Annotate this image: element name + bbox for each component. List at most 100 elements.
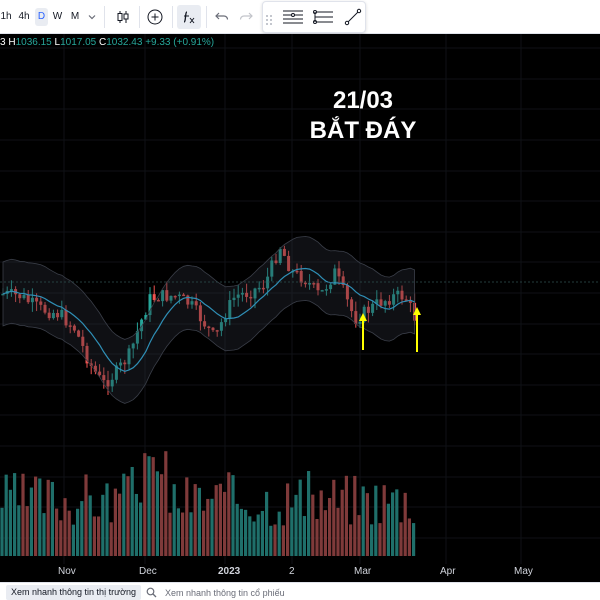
volume-bar — [105, 483, 109, 556]
volume-bar — [4, 474, 8, 556]
volume-bar — [126, 476, 130, 556]
volume-bar — [130, 466, 134, 556]
timeframe-m[interactable]: M — [70, 11, 80, 22]
volume-bar — [298, 479, 302, 556]
candle-body — [295, 270, 299, 273]
candlestick-chart-type-icon[interactable] — [111, 5, 135, 29]
candle-body — [261, 287, 265, 290]
time-axis[interactable]: Nov Dec 2023 2 Mar Apr May — [0, 566, 600, 580]
candle-body — [333, 268, 337, 285]
candle-body — [341, 276, 345, 286]
candle-body — [152, 294, 156, 300]
drag-handle-icon[interactable] — [266, 12, 272, 30]
candle-body — [299, 270, 303, 283]
candle-body — [98, 371, 102, 376]
indicators-fx-icon[interactable] — [177, 5, 201, 29]
volume-bar — [113, 488, 117, 556]
undo-icon[interactable] — [210, 5, 234, 29]
candle-body — [308, 283, 312, 285]
volume-bar — [147, 456, 151, 556]
volume-bar — [336, 507, 340, 556]
candle-body — [131, 343, 135, 349]
trend-line-tool-icon[interactable] — [341, 5, 365, 29]
legend-high-value: 1036.15 — [15, 37, 52, 48]
volume-bar — [248, 516, 252, 556]
add-indicator-plus-icon[interactable] — [143, 5, 167, 29]
volume-bar — [273, 524, 277, 556]
horizontal-lines-tool-icon[interactable] — [281, 5, 305, 29]
candle-body — [35, 297, 39, 302]
bottom-arrow-head — [413, 307, 421, 315]
candle-body — [56, 313, 60, 318]
volume-bar — [67, 510, 71, 556]
candle-body — [119, 362, 123, 366]
volume-bar — [269, 525, 273, 556]
timeframe-dropdown-chevron-icon[interactable] — [84, 5, 100, 29]
candle-body — [245, 292, 249, 297]
annotation-label: BẮT ĐÁY — [309, 117, 417, 144]
candle-body — [362, 306, 366, 322]
volume-bar — [374, 485, 378, 556]
volume-bar — [244, 509, 248, 556]
volume-bar — [134, 493, 138, 556]
volume-bar — [97, 516, 101, 556]
fib-retracement-tool-icon[interactable] — [311, 5, 335, 29]
candle-body — [266, 276, 270, 289]
candle-body — [194, 301, 198, 306]
volume-bar — [357, 515, 361, 556]
candle-body — [198, 305, 202, 322]
candle-body — [89, 363, 93, 366]
candle-body — [165, 290, 169, 301]
candle-body — [404, 299, 408, 301]
volume-bar — [155, 471, 159, 556]
timeframe-d[interactable]: D — [35, 8, 48, 26]
candle-body — [177, 294, 181, 297]
volume-bar — [25, 506, 29, 556]
candle-body — [219, 322, 223, 331]
redo-icon[interactable] — [234, 5, 258, 29]
timeframe-w[interactable]: W — [52, 11, 63, 22]
candle-body — [366, 306, 370, 313]
candle-body — [371, 303, 375, 313]
candle-body — [303, 282, 307, 285]
candle-body — [85, 345, 89, 364]
volume-bar — [185, 477, 189, 556]
timeframe-1h[interactable]: 1h — [0, 11, 12, 22]
candle-body — [236, 294, 240, 298]
stock-search-field[interactable]: Xem nhanh thông tin cổ phiếu — [146, 585, 285, 600]
candle-body — [274, 260, 278, 264]
candle-body — [203, 321, 207, 327]
candle-body — [161, 290, 165, 302]
price-chart[interactable]: 3 H1036.15 L1017.05 C1032.43 +9.33 (+0.9… — [0, 34, 600, 582]
candle-body — [148, 294, 152, 316]
candle-body — [379, 299, 383, 306]
volume-bar — [235, 503, 239, 556]
volume-bar — [210, 498, 214, 556]
candle-body — [123, 362, 127, 365]
chart-canvas[interactable] — [0, 34, 600, 582]
market-overview-button[interactable]: Xem nhanh thông tin thị trường — [6, 585, 142, 600]
annotation-text: 21/03 BẮT ĐÁY — [296, 86, 430, 146]
candle-body — [324, 289, 328, 291]
candle-body — [182, 294, 186, 297]
legend-low-label: L — [54, 37, 61, 48]
volume-bar — [139, 502, 143, 556]
volume-bar — [206, 498, 210, 556]
volume-bar — [256, 514, 260, 556]
volume-bar — [42, 513, 46, 556]
candle-body — [64, 309, 68, 326]
volume-bar — [231, 475, 235, 556]
bottom-arrow-head — [359, 313, 367, 321]
timeframe-4h[interactable]: 4h — [18, 11, 30, 22]
candle-body — [215, 330, 219, 332]
candle-body — [22, 294, 26, 299]
volume-bar — [277, 511, 281, 556]
candle-body — [350, 299, 354, 312]
volume-bar — [361, 486, 365, 556]
volume-bar — [109, 522, 113, 556]
volume-bar — [340, 489, 344, 556]
volume-bar — [193, 484, 197, 556]
volume-bar — [197, 487, 201, 556]
volume-bar — [281, 525, 285, 556]
candle-body — [39, 301, 43, 305]
